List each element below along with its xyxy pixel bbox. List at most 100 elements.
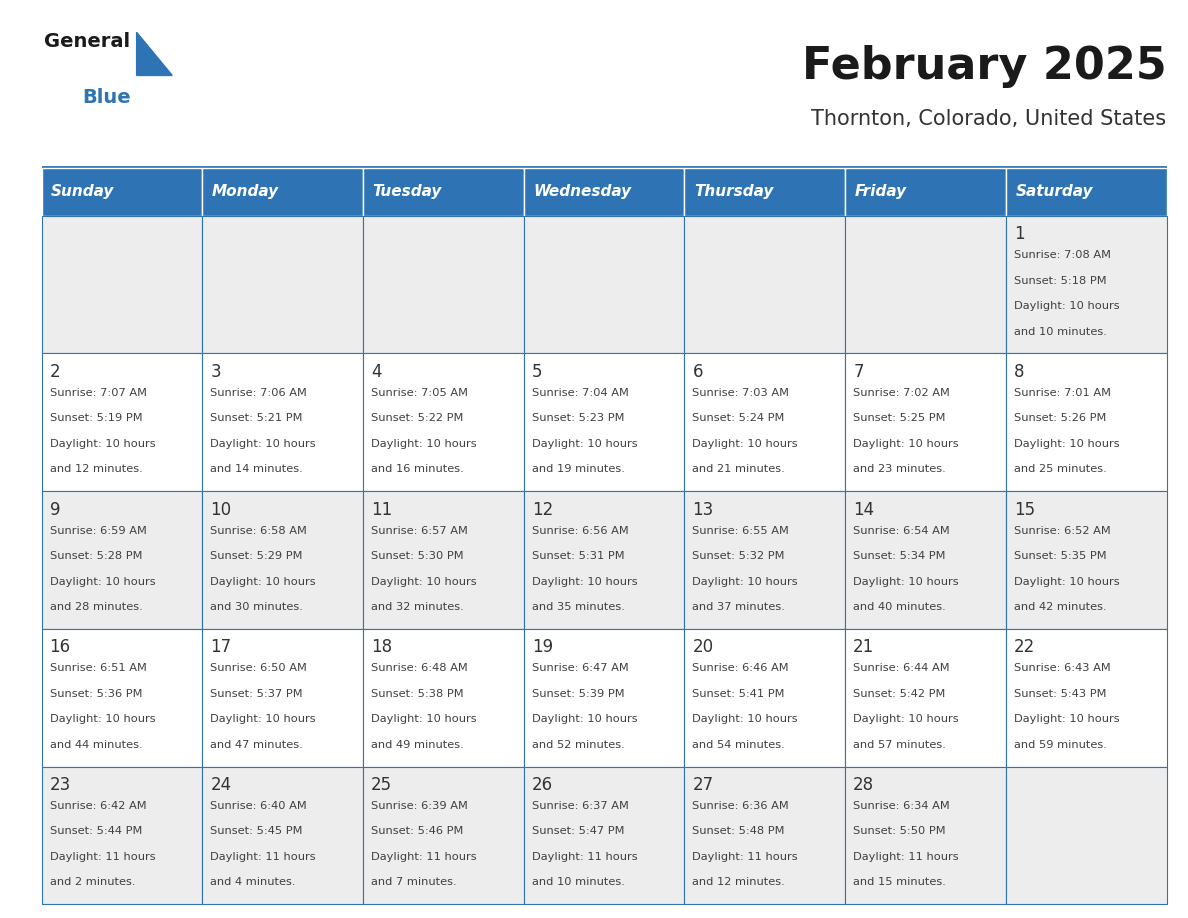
Text: Daylight: 10 hours: Daylight: 10 hours bbox=[693, 714, 798, 724]
Text: Sunset: 5:47 PM: Sunset: 5:47 PM bbox=[532, 826, 624, 836]
Text: and 16 minutes.: and 16 minutes. bbox=[371, 465, 463, 475]
Text: Sunrise: 6:54 AM: Sunrise: 6:54 AM bbox=[853, 525, 950, 535]
Text: Daylight: 10 hours: Daylight: 10 hours bbox=[853, 439, 959, 449]
Text: Sunset: 5:41 PM: Sunset: 5:41 PM bbox=[693, 688, 785, 699]
Text: and 12 minutes.: and 12 minutes. bbox=[50, 465, 143, 475]
Text: Sunset: 5:23 PM: Sunset: 5:23 PM bbox=[532, 413, 624, 423]
Text: Daylight: 10 hours: Daylight: 10 hours bbox=[210, 439, 316, 449]
Text: Sunset: 5:24 PM: Sunset: 5:24 PM bbox=[693, 413, 785, 423]
Text: Thornton, Colorado, United States: Thornton, Colorado, United States bbox=[811, 109, 1167, 129]
Text: Sunrise: 7:03 AM: Sunrise: 7:03 AM bbox=[693, 387, 790, 397]
Text: 12: 12 bbox=[532, 501, 554, 519]
FancyBboxPatch shape bbox=[42, 767, 202, 904]
Text: Daylight: 10 hours: Daylight: 10 hours bbox=[532, 439, 638, 449]
Text: and 40 minutes.: and 40 minutes. bbox=[853, 602, 946, 612]
Text: Daylight: 10 hours: Daylight: 10 hours bbox=[210, 714, 316, 724]
Text: and 49 minutes.: and 49 minutes. bbox=[371, 740, 463, 750]
FancyBboxPatch shape bbox=[202, 629, 364, 767]
Text: and 10 minutes.: and 10 minutes. bbox=[1013, 327, 1107, 337]
Text: Sunrise: 6:34 AM: Sunrise: 6:34 AM bbox=[853, 800, 950, 811]
Text: Sunday: Sunday bbox=[51, 185, 114, 199]
Text: and 37 minutes.: and 37 minutes. bbox=[693, 602, 785, 612]
Text: 23: 23 bbox=[50, 776, 71, 794]
Text: Daylight: 10 hours: Daylight: 10 hours bbox=[50, 714, 156, 724]
Text: Sunset: 5:45 PM: Sunset: 5:45 PM bbox=[210, 826, 303, 836]
Text: Sunrise: 7:06 AM: Sunrise: 7:06 AM bbox=[210, 387, 308, 397]
FancyBboxPatch shape bbox=[42, 491, 202, 629]
Text: 28: 28 bbox=[853, 776, 874, 794]
Text: 20: 20 bbox=[693, 638, 714, 656]
Text: Sunset: 5:35 PM: Sunset: 5:35 PM bbox=[1013, 551, 1106, 561]
FancyBboxPatch shape bbox=[364, 491, 524, 629]
Text: Sunrise: 6:37 AM: Sunrise: 6:37 AM bbox=[532, 800, 628, 811]
Text: Sunset: 5:38 PM: Sunset: 5:38 PM bbox=[371, 688, 463, 699]
Text: Daylight: 11 hours: Daylight: 11 hours bbox=[693, 852, 798, 862]
Text: 16: 16 bbox=[50, 638, 71, 656]
Text: Daylight: 10 hours: Daylight: 10 hours bbox=[853, 577, 959, 587]
Text: 1: 1 bbox=[1013, 226, 1024, 243]
Text: Sunrise: 6:42 AM: Sunrise: 6:42 AM bbox=[50, 800, 146, 811]
Text: Sunset: 5:48 PM: Sunset: 5:48 PM bbox=[693, 826, 785, 836]
Text: Blue: Blue bbox=[82, 88, 131, 106]
Text: Daylight: 10 hours: Daylight: 10 hours bbox=[50, 577, 156, 587]
FancyBboxPatch shape bbox=[364, 216, 524, 353]
Text: Sunset: 5:21 PM: Sunset: 5:21 PM bbox=[210, 413, 303, 423]
FancyBboxPatch shape bbox=[1006, 491, 1167, 629]
Text: February 2025: February 2025 bbox=[802, 45, 1167, 87]
Text: and 52 minutes.: and 52 minutes. bbox=[532, 740, 625, 750]
Text: Daylight: 11 hours: Daylight: 11 hours bbox=[532, 852, 638, 862]
Text: and 21 minutes.: and 21 minutes. bbox=[693, 465, 785, 475]
Text: 18: 18 bbox=[371, 638, 392, 656]
Text: Daylight: 11 hours: Daylight: 11 hours bbox=[371, 852, 476, 862]
FancyBboxPatch shape bbox=[845, 767, 1006, 904]
Text: and 59 minutes.: and 59 minutes. bbox=[1013, 740, 1107, 750]
FancyBboxPatch shape bbox=[845, 491, 1006, 629]
Text: and 4 minutes.: and 4 minutes. bbox=[210, 878, 296, 888]
Text: Sunset: 5:26 PM: Sunset: 5:26 PM bbox=[1013, 413, 1106, 423]
FancyBboxPatch shape bbox=[202, 168, 364, 216]
FancyBboxPatch shape bbox=[684, 629, 845, 767]
Text: 10: 10 bbox=[210, 501, 232, 519]
FancyBboxPatch shape bbox=[202, 353, 364, 491]
Text: and 25 minutes.: and 25 minutes. bbox=[1013, 465, 1107, 475]
Text: Sunrise: 6:46 AM: Sunrise: 6:46 AM bbox=[693, 663, 789, 673]
Text: 2: 2 bbox=[50, 364, 61, 381]
FancyBboxPatch shape bbox=[42, 216, 202, 353]
FancyBboxPatch shape bbox=[524, 629, 684, 767]
FancyBboxPatch shape bbox=[845, 629, 1006, 767]
FancyBboxPatch shape bbox=[684, 767, 845, 904]
FancyBboxPatch shape bbox=[684, 353, 845, 491]
Text: Sunset: 5:18 PM: Sunset: 5:18 PM bbox=[1013, 275, 1106, 285]
Text: Daylight: 10 hours: Daylight: 10 hours bbox=[1013, 714, 1119, 724]
Text: Daylight: 11 hours: Daylight: 11 hours bbox=[853, 852, 959, 862]
Text: Sunrise: 6:36 AM: Sunrise: 6:36 AM bbox=[693, 800, 789, 811]
Text: Sunrise: 7:08 AM: Sunrise: 7:08 AM bbox=[1013, 251, 1111, 260]
Text: Sunrise: 6:39 AM: Sunrise: 6:39 AM bbox=[371, 800, 468, 811]
FancyBboxPatch shape bbox=[364, 353, 524, 491]
Text: Thursday: Thursday bbox=[694, 185, 773, 199]
Text: Daylight: 10 hours: Daylight: 10 hours bbox=[532, 577, 638, 587]
Text: and 14 minutes.: and 14 minutes. bbox=[210, 465, 303, 475]
FancyBboxPatch shape bbox=[42, 353, 202, 491]
Text: Sunset: 5:32 PM: Sunset: 5:32 PM bbox=[693, 551, 785, 561]
Text: Daylight: 10 hours: Daylight: 10 hours bbox=[371, 577, 476, 587]
Text: 3: 3 bbox=[210, 364, 221, 381]
FancyBboxPatch shape bbox=[684, 491, 845, 629]
FancyBboxPatch shape bbox=[364, 629, 524, 767]
FancyBboxPatch shape bbox=[202, 767, 364, 904]
FancyBboxPatch shape bbox=[42, 168, 202, 216]
Text: and 42 minutes.: and 42 minutes. bbox=[1013, 602, 1106, 612]
FancyBboxPatch shape bbox=[524, 168, 684, 216]
Text: 13: 13 bbox=[693, 501, 714, 519]
Text: Sunset: 5:46 PM: Sunset: 5:46 PM bbox=[371, 826, 463, 836]
Text: 26: 26 bbox=[532, 776, 552, 794]
Polygon shape bbox=[137, 32, 172, 75]
FancyBboxPatch shape bbox=[524, 491, 684, 629]
Text: Sunrise: 6:47 AM: Sunrise: 6:47 AM bbox=[532, 663, 628, 673]
Text: Sunrise: 6:51 AM: Sunrise: 6:51 AM bbox=[50, 663, 146, 673]
Text: Friday: Friday bbox=[855, 185, 906, 199]
Text: Sunset: 5:37 PM: Sunset: 5:37 PM bbox=[210, 688, 303, 699]
Text: Monday: Monday bbox=[211, 185, 279, 199]
FancyBboxPatch shape bbox=[202, 491, 364, 629]
FancyBboxPatch shape bbox=[42, 629, 202, 767]
